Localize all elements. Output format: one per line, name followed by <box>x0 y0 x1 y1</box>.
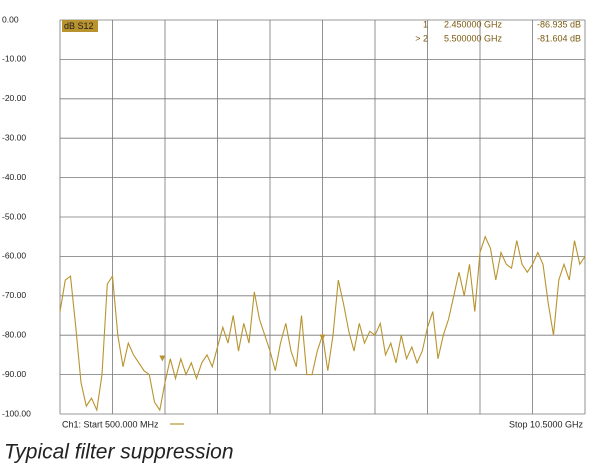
marker-value: -81.604 dB <box>537 33 581 43</box>
marker-value: -86.935 dB <box>537 19 581 29</box>
marker-freq: 5.500000 GHz <box>444 33 503 43</box>
marker <box>319 334 326 341</box>
y-tick-label: -60.00 <box>2 251 26 261</box>
y-tick-label: -50.00 <box>2 211 26 221</box>
start-label: Ch1: Start 500.000 MHz <box>62 419 159 429</box>
marker-label: > 2 <box>415 33 428 43</box>
marker-freq: 2.450000 GHz <box>444 19 503 29</box>
y-tick-label: -30.00 <box>2 132 26 142</box>
y-tick-label: 0.00 <box>2 14 19 24</box>
y-tick-label: -20.00 <box>2 93 26 103</box>
stop-label: Stop 10.5000 GHz <box>509 419 584 429</box>
marker-label: 1 <box>423 19 428 29</box>
y-tick-label: -100.00 <box>2 408 31 418</box>
marker <box>159 355 166 362</box>
caption: Typical filter suppression <box>4 441 234 464</box>
y-tick-label: -40.00 <box>2 172 26 182</box>
y-tick-label: -70.00 <box>2 290 26 300</box>
trace-label: dB S12 <box>64 21 94 31</box>
y-tick-label: -10.00 <box>2 54 26 64</box>
y-tick-label: -90.00 <box>2 369 26 379</box>
trace-label-bg <box>62 20 98 32</box>
y-tick-label: -80.00 <box>2 329 26 339</box>
